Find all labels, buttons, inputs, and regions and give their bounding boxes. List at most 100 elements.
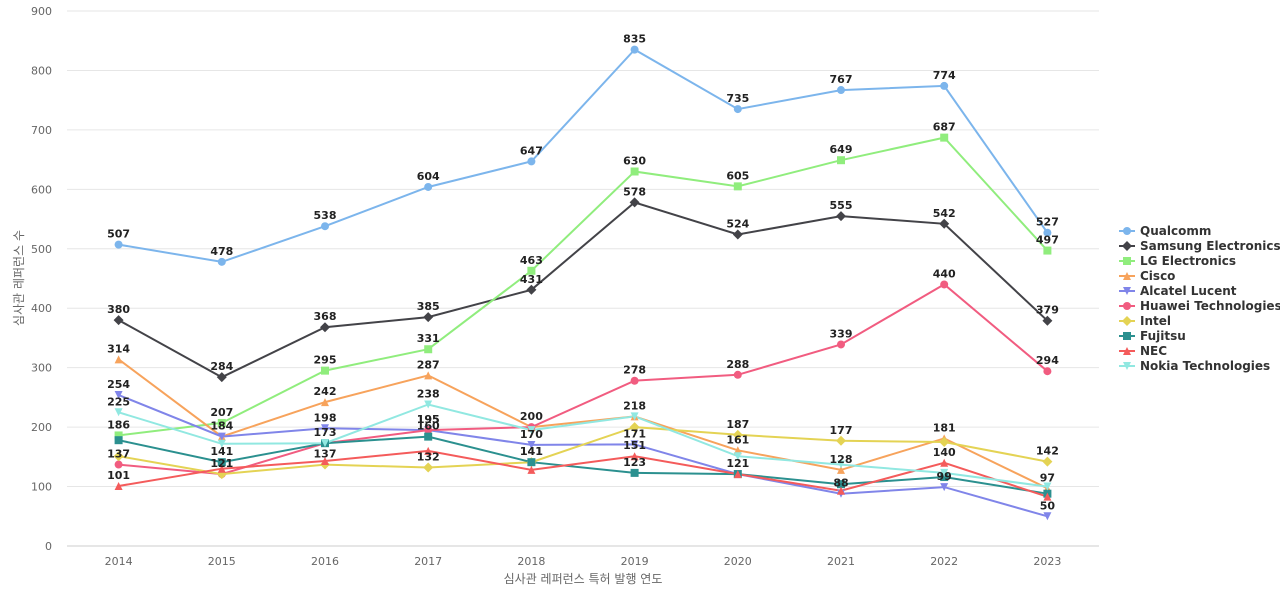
data-point	[1042, 456, 1053, 467]
legend-item[interactable]: Qualcomm	[1119, 224, 1211, 238]
y-tick-label: 0	[45, 540, 52, 553]
data-label: 497	[1036, 234, 1059, 247]
data-point	[114, 408, 123, 417]
data-point	[321, 366, 329, 375]
legend-label: NEC	[1140, 344, 1167, 358]
data-label: 379	[1036, 304, 1059, 317]
legend-item[interactable]: Cisco	[1119, 269, 1175, 283]
legend-marker	[1123, 332, 1131, 340]
data-point	[733, 470, 742, 479]
legend-marker	[1123, 302, 1131, 310]
series-line	[118, 358, 1048, 490]
legend-item[interactable]: Huawei Technologies	[1119, 299, 1280, 313]
data-label: 161	[726, 433, 749, 446]
data-point	[837, 465, 845, 474]
legend-marker	[1123, 362, 1131, 370]
data-point	[940, 468, 949, 477]
data-label: 142	[1036, 445, 1059, 458]
legend-item[interactable]: Nokia Technologies	[1119, 359, 1270, 373]
data-label: 774	[933, 69, 956, 82]
legend-label: Huawei Technologies	[1140, 299, 1280, 313]
legend-marker	[1123, 347, 1131, 355]
data-label: 478	[210, 245, 233, 258]
data-point	[423, 312, 434, 323]
legend-item[interactable]: NEC	[1119, 344, 1167, 358]
y-tick-label: 400	[31, 302, 52, 315]
data-point	[837, 156, 845, 165]
data-point	[1043, 512, 1052, 521]
data-label: 101	[107, 469, 130, 482]
x-tick-label: 2014	[105, 555, 133, 568]
legend-marker	[1123, 272, 1131, 280]
data-point	[114, 431, 123, 440]
y-tick-label: 700	[31, 124, 52, 137]
data-point	[216, 372, 227, 383]
data-label: 170	[520, 428, 543, 441]
x-tick-label: 2020	[724, 555, 752, 568]
data-label: 767	[830, 73, 853, 86]
data-label: 385	[417, 300, 440, 313]
data-point	[217, 432, 226, 441]
data-label: 238	[417, 388, 440, 401]
data-point	[940, 458, 949, 467]
legend-label: Qualcomm	[1140, 224, 1211, 238]
y-tick-label: 800	[31, 64, 52, 77]
data-point	[837, 340, 845, 349]
data-point	[114, 391, 123, 400]
data-point	[837, 460, 845, 469]
data-label: 186	[107, 418, 130, 431]
data-point	[733, 452, 742, 461]
legend-item[interactable]: Samsung Electronics	[1119, 239, 1280, 253]
gridlines	[67, 10, 1099, 547]
x-tick-label: 2021	[827, 555, 855, 568]
y-tick-label: 600	[31, 183, 52, 196]
data-point	[217, 458, 226, 467]
legend-label: Alcatel Lucent	[1140, 284, 1237, 298]
data-point	[114, 355, 123, 364]
data-point	[113, 451, 124, 462]
data-label: 538	[314, 209, 337, 222]
legend-marker	[1123, 227, 1131, 235]
legend-item[interactable]: Fujitsu	[1119, 329, 1186, 343]
data-point	[1043, 246, 1052, 255]
data-point	[836, 211, 846, 222]
legend-item[interactable]: Intel	[1119, 314, 1171, 328]
y-tick-label: 900	[31, 5, 52, 18]
x-tick-label: 2015	[208, 555, 236, 568]
data-label: 687	[933, 121, 956, 134]
data-label: 121	[726, 457, 749, 470]
data-label: 181	[933, 421, 956, 434]
data-point	[940, 483, 949, 492]
legend-item[interactable]: LG Electronics	[1119, 254, 1236, 268]
data-point	[940, 473, 949, 482]
series-markers	[113, 45, 1053, 521]
data-point	[114, 460, 123, 469]
legend-label: Intel	[1140, 314, 1171, 328]
data-label: 141	[210, 445, 233, 458]
data-label: 137	[314, 448, 337, 461]
data-point	[321, 398, 329, 407]
data-label: 380	[107, 303, 130, 316]
data-label: 195	[417, 413, 440, 426]
legend-label: Nokia Technologies	[1140, 359, 1270, 373]
data-label: 200	[520, 410, 543, 423]
x-tick-label: 2017	[414, 555, 442, 568]
data-label: 288	[726, 358, 749, 371]
series-line	[118, 201, 1049, 379]
data-point	[629, 197, 640, 208]
data-label: 647	[520, 144, 543, 157]
data-point	[732, 429, 743, 440]
data-label: 294	[1036, 354, 1059, 367]
x-tick-label: 2023	[1033, 555, 1061, 568]
data-point	[940, 280, 949, 289]
data-point	[527, 465, 536, 474]
data-label: 339	[830, 327, 853, 340]
data-label: 141	[520, 445, 543, 458]
data-label: 50	[1040, 499, 1056, 512]
data-point	[939, 218, 950, 229]
x-tick-label: 2019	[621, 555, 649, 568]
data-label: 137	[107, 448, 130, 461]
data-label: 198	[314, 411, 337, 424]
legend-item[interactable]: Alcatel Lucent	[1119, 284, 1237, 298]
